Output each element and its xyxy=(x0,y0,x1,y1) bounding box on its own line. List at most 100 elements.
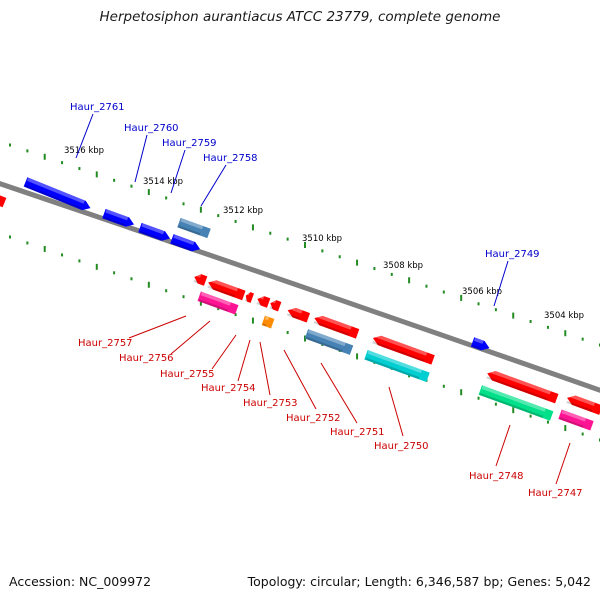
minor-tick xyxy=(26,149,29,153)
minor-tick xyxy=(182,295,185,299)
gene-label-reverse: Haur_2748 xyxy=(469,471,524,482)
major-tick xyxy=(95,171,98,178)
minor-tick xyxy=(165,196,168,200)
callout-line xyxy=(388,386,404,437)
callout-line xyxy=(170,320,211,355)
major-tick xyxy=(199,206,202,213)
scale-labels: 3516 kbp 3514 kbp 3512 kbp 3510 kbp 3508 kbp… xyxy=(64,146,584,321)
minor-tick xyxy=(286,237,289,241)
gene-label-forward: Haur_2761 xyxy=(70,102,125,113)
minor-tick xyxy=(546,420,549,424)
major-tick xyxy=(95,263,98,270)
cds-arrow-haur-2752 xyxy=(286,305,311,323)
cds-arrow xyxy=(207,278,246,301)
callout-line xyxy=(493,260,509,307)
callout-line xyxy=(75,113,94,159)
scale-label: 3506 kbp xyxy=(462,287,502,297)
minor-tick xyxy=(529,414,532,418)
minor-tick xyxy=(78,259,81,263)
callout-line xyxy=(128,315,187,339)
minor-tick xyxy=(442,290,445,294)
map-title: Herpetosiphon aurantiacus ATCC 23779, co… xyxy=(99,9,501,25)
cds-block-haur-2757 xyxy=(197,291,239,315)
callout-line xyxy=(320,362,358,424)
major-tick xyxy=(147,281,150,288)
minor-tick xyxy=(546,325,549,329)
scale-label: 3508 kbp xyxy=(383,261,423,271)
scale-label: 3504 kbp xyxy=(544,311,584,321)
minor-tick xyxy=(425,284,428,288)
major-tick xyxy=(356,353,359,360)
minor-tick xyxy=(165,289,168,293)
minor-tick xyxy=(113,271,116,275)
cds-arrow xyxy=(313,313,360,339)
minor-tick xyxy=(269,231,272,235)
scale-label: 3514 kbp xyxy=(143,177,183,187)
callout-line xyxy=(134,134,148,183)
gene-label-reverse: Haur_2755 xyxy=(160,369,215,380)
gene-label-forward: Haur_2749 xyxy=(485,249,540,260)
minor-tick xyxy=(217,214,220,218)
major-tick xyxy=(512,407,515,414)
cds-block-haur-2751 xyxy=(304,329,354,355)
minor-tick xyxy=(9,235,11,239)
minor-tick xyxy=(113,178,116,182)
cds-arrow-haur-2760 xyxy=(102,208,135,227)
major-tick xyxy=(147,189,150,196)
cds-block-haur-2753 xyxy=(261,315,275,329)
minor-tick xyxy=(373,267,376,271)
genome-summary: Topology: circular; Length: 6,346,587 bp… xyxy=(247,574,591,589)
cds-arrow-haur-2749 xyxy=(470,337,490,351)
scale-label: 3512 kbp xyxy=(223,206,263,216)
major-tick xyxy=(460,294,463,301)
minor-tick xyxy=(130,184,133,188)
minor-tick xyxy=(477,302,480,306)
cds-arrow-haur-2759 xyxy=(138,222,171,241)
minor-tick xyxy=(234,219,237,223)
scale-label: 3516 kbp xyxy=(64,146,104,156)
accession-label: Accession: NC_009972 xyxy=(9,574,152,589)
gene-label-forward: Haur_2759 xyxy=(162,138,217,149)
minor-tick xyxy=(338,255,341,259)
cds-arrow xyxy=(486,368,559,404)
cds-arrow xyxy=(566,393,600,415)
minor-tick xyxy=(130,277,133,281)
scale-label: 3510 kbp xyxy=(302,234,342,244)
callout-line xyxy=(170,149,186,194)
major-tick xyxy=(43,153,46,160)
gene-features xyxy=(0,177,600,431)
major-tick xyxy=(251,224,254,231)
cds-block-haur-2758 xyxy=(177,217,211,239)
cds-arrow-haur-2756 xyxy=(244,291,254,303)
gene-label-forward: Haur_2758 xyxy=(203,153,258,164)
minor-tick xyxy=(442,384,445,388)
cds-arrow xyxy=(372,333,435,365)
cds-arrow xyxy=(170,234,201,252)
cds-arrow xyxy=(0,195,7,208)
minor-tick xyxy=(286,331,289,335)
minor-tick xyxy=(26,241,29,245)
minor-tick xyxy=(321,249,324,253)
major-tick xyxy=(356,259,359,266)
minor-tick xyxy=(529,319,532,323)
tick-marks xyxy=(9,143,600,442)
callout-line xyxy=(211,334,237,370)
cds-arrow-haur-2755 xyxy=(256,294,271,308)
callout-line xyxy=(555,442,571,485)
minor-tick xyxy=(78,167,81,171)
gene-label-reverse: Haur_2752 xyxy=(286,413,341,424)
callout-line xyxy=(495,424,511,467)
callout-line xyxy=(237,339,251,382)
minor-tick xyxy=(581,337,584,341)
gene-callouts: Haur_2761 Haur_2760 Haur_2759 Haur_2758 Haur… xyxy=(70,102,583,499)
major-tick xyxy=(512,312,515,319)
cds-arrow-haur-2761 xyxy=(23,177,91,211)
major-tick xyxy=(564,330,567,337)
minor-tick xyxy=(494,308,497,312)
minor-tick xyxy=(477,396,480,400)
minor-tick xyxy=(9,143,11,147)
minor-tick xyxy=(390,272,393,276)
cds-arrow xyxy=(193,272,208,286)
cds-arrow-haur-2754 xyxy=(269,298,282,312)
